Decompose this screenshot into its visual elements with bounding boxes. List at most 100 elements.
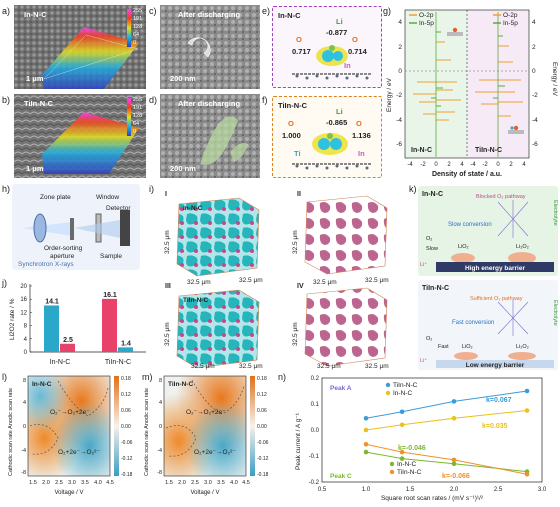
panel-label-g: g)	[383, 6, 392, 16]
bar-ytick: 16	[20, 297, 27, 303]
mech-top-slow: Slow	[426, 246, 438, 252]
tomo-II-dim-x: 32.5 μm	[313, 279, 337, 286]
peak-current-chart: Peak current / A g⁻¹ Square root scan ra…	[295, 376, 547, 502]
data-point	[399, 409, 405, 415]
tomo-III-label: III	[165, 283, 171, 290]
e-li-label: Li	[336, 17, 343, 26]
mech-top-li2o2: Li₂O₂	[516, 244, 529, 250]
svg-text:0.12: 0.12	[121, 392, 131, 398]
data-point	[399, 456, 405, 461]
svg-text:-4: -4	[21, 448, 26, 454]
dos-chart: 4 2 0 -2 -4 -6 4 2 0 -2 -4 -6 Energy / e…	[386, 9, 558, 178]
e-o-left-value: 0.717	[292, 47, 311, 56]
bar-ytick: 8	[24, 324, 28, 330]
panel-label-h: h)	[2, 184, 11, 194]
svg-text:-0.12: -0.12	[257, 456, 269, 462]
tomo-IV-dim-x: 32.5 μm	[317, 363, 341, 370]
panel-label-d: d)	[149, 95, 158, 105]
slope-label: k=-0.046	[398, 445, 426, 452]
svg-text:-8: -8	[157, 470, 162, 476]
mech-top: In-N-C Blocked O₂ pathway Electrolyte Sl…	[420, 191, 558, 272]
svg-text:0.06: 0.06	[121, 408, 131, 414]
heatmap-l-anno-1: O₂+2e⁻→O₂²⁻	[58, 449, 100, 456]
xray-source-label: Synchrotron X-rays	[18, 261, 74, 268]
heatmap-l-xlabel: Voltage / V	[54, 490, 83, 496]
sem-image-c	[160, 5, 260, 89]
colorbar-a	[127, 9, 131, 47]
svg-text:4: 4	[460, 162, 464, 168]
mech-bot-barrier: Low energy barrier	[466, 362, 525, 369]
line-xtick: 1.5	[406, 487, 415, 493]
tomo-I-dim-z: 32.5 μm	[239, 277, 263, 284]
svg-text:2.5: 2.5	[191, 480, 199, 486]
bar	[60, 343, 75, 352]
dos-ytick: 2	[398, 44, 402, 51]
sem-a-title: In-N-C	[24, 10, 47, 19]
panel-label-i: i)	[149, 184, 154, 194]
dos-ytick: -2	[396, 92, 402, 99]
f-li-value: -0.865	[326, 118, 347, 127]
legend-bottom-0: In-N-C	[397, 461, 416, 468]
mech-bot-path: Sufficient O₂ pathway	[470, 296, 523, 302]
svg-text:3.0: 3.0	[204, 480, 212, 486]
dos-legend-o2p-right: O-2p	[503, 12, 518, 19]
f-o-left-value: 1.000	[282, 131, 301, 140]
peak-c-label: Peak C	[330, 473, 352, 480]
tomo-III-dim-x: 32.5 μm	[191, 363, 215, 370]
svg-text:8: 8	[23, 378, 26, 384]
bar-ytick: 20	[20, 284, 27, 290]
e-title: In-N-C	[278, 11, 301, 20]
xray-zone-plate-label: Zone plate	[40, 194, 71, 201]
e-metal-label: In	[344, 61, 351, 70]
mech-bot-li: Li⁺	[420, 357, 427, 364]
sem-a-scale: 1 μm	[26, 74, 44, 83]
tomo-IV-label: IV	[297, 283, 304, 290]
mech-top-li: Li⁺	[420, 261, 427, 268]
mech-top-title: In-N-C	[422, 191, 443, 198]
svg-text:4.0: 4.0	[94, 480, 102, 486]
mech-top-panel	[418, 186, 558, 276]
sem-d-title: After discharging	[178, 99, 241, 108]
dos-ytick: 0	[398, 68, 402, 75]
tomo-IV-dim-y: 32.5 μm	[292, 322, 299, 346]
line-ytick: 0.0	[311, 428, 320, 434]
svg-text:-4: -4	[407, 162, 413, 168]
tomo-I-title: In-N-C	[183, 205, 203, 212]
tomo-II-dim-y: 32.5 μm	[292, 230, 299, 254]
mech-bot-title: TiIn-N-C	[422, 285, 449, 292]
heatmap-m-ylabel: Cathodic scan rate Anodic scan rate	[144, 388, 150, 476]
line-ytick: 0.2	[311, 376, 320, 382]
slope-label: k=0.067	[486, 397, 512, 404]
mech-bot-lio2: LiO₂	[462, 344, 473, 350]
panel-label-f: f)	[262, 95, 268, 105]
svg-text:0.12: 0.12	[257, 392, 267, 398]
mech-bottom: TiIn-N-C Sufficient O₂ pathway Electroly…	[420, 285, 558, 369]
dos-label-right: TiIn-N-C	[475, 147, 502, 154]
f-in-label: In	[358, 149, 365, 158]
svg-text:2.0: 2.0	[42, 480, 50, 486]
svg-text:0.18: 0.18	[121, 376, 131, 382]
svg-text:-0.12: -0.12	[121, 456, 133, 462]
colorbar-a-ticks: 255 191 128 64 0	[133, 8, 143, 46]
svg-text:1.5: 1.5	[165, 480, 173, 486]
legend-top-1: In-N-C	[393, 390, 412, 397]
svg-text:4: 4	[159, 400, 162, 406]
xray-detector-label: Detector	[106, 205, 131, 212]
series-line	[365, 443, 528, 475]
dos-ytick-right: -2	[532, 92, 538, 99]
data-point	[363, 442, 369, 447]
line-xtick: 3.0	[538, 487, 547, 493]
svg-text:0: 0	[23, 424, 26, 430]
xray-aperture-label: Order-sorting aperture	[44, 245, 83, 260]
tomo-I-dim-x: 32.5 μm	[187, 279, 211, 286]
slope-label: k=0.035	[482, 423, 508, 430]
heatmap-m-anno-0: O₂⁻→O₂+2e⁻	[186, 409, 226, 416]
svg-text:2: 2	[509, 162, 513, 168]
f-o-left-label: O	[288, 119, 294, 128]
dos-ytick-right: 2	[532, 44, 536, 51]
heatmap-l-ylabel: Cathodic scan rate Anodic scan rate	[8, 388, 14, 476]
svg-text:0.18: 0.18	[257, 376, 267, 382]
svg-text:2: 2	[447, 162, 451, 168]
svg-text:0.00: 0.00	[257, 424, 267, 430]
svg-text:0: 0	[159, 424, 162, 430]
